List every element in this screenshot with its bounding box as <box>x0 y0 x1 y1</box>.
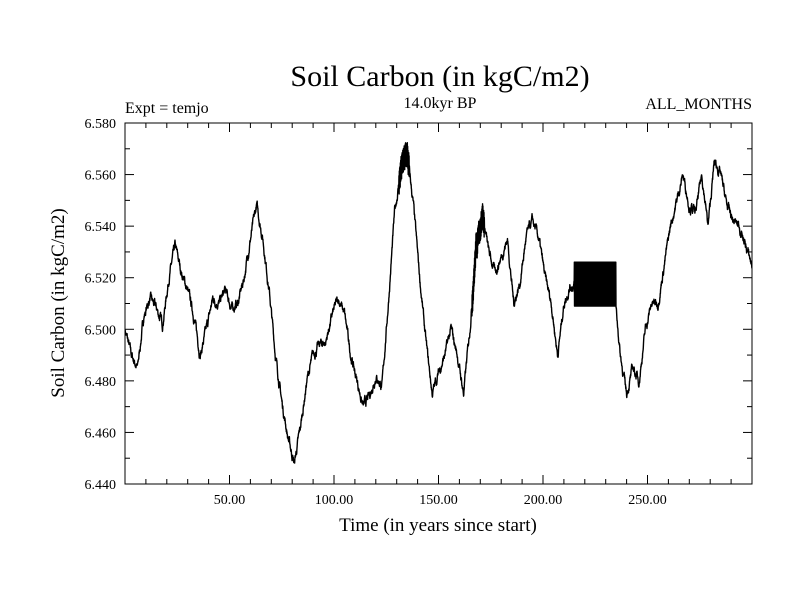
series-layer <box>125 141 752 464</box>
y-tick-label: 6.480 <box>85 375 117 390</box>
y-axis-ticks: 6.440 6.460 6.480 6.500 6.520 6.540 6.560 6.580 <box>85 117 752 493</box>
y-axis-label: Soil Carbon (in kgC/m2) <box>48 208 69 397</box>
chart-title: Soil Carbon (in kgC/m2) <box>290 60 589 93</box>
x-tick-label: 250.00 <box>628 493 667 508</box>
x-axis-ticks: 50.00 100.00 150.00 200.00 250.00 <box>145 123 732 508</box>
x-tick-label: 150.00 <box>419 493 458 508</box>
y-tick-label: 6.580 <box>85 117 117 132</box>
x-tick-label: 100.00 <box>315 493 354 508</box>
x-axis-label: Time (in years since start) <box>339 515 537 536</box>
y-tick-label: 6.440 <box>85 478 117 493</box>
experiment-label: Expt = temjo <box>125 100 209 117</box>
x-tick-label: 200.00 <box>524 493 563 508</box>
y-tick-label: 6.500 <box>85 323 117 338</box>
months-label: ALL_MONTHS <box>645 96 752 113</box>
y-tick-label: 6.460 <box>85 426 117 441</box>
x-tick-label: 50.00 <box>214 493 246 508</box>
y-tick-label: 6.560 <box>85 169 117 184</box>
y-tick-label: 6.520 <box>85 272 117 287</box>
y-tick-label: 6.540 <box>85 220 117 235</box>
period-label: 14.0kyr BP <box>404 95 477 112</box>
series-line-soil-carbon <box>125 141 752 464</box>
